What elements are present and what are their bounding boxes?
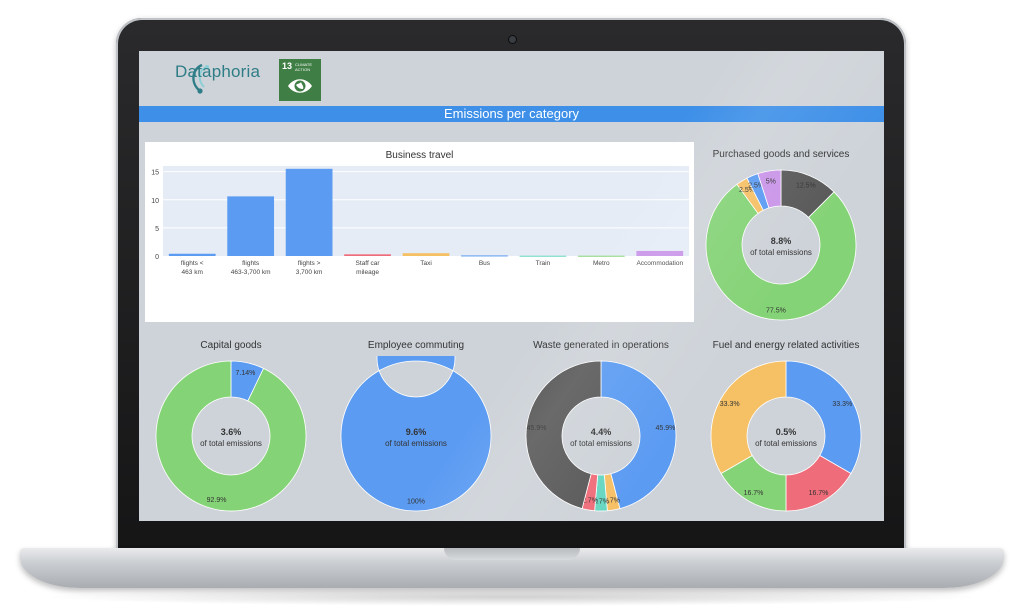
slice-label: 33.3% xyxy=(832,401,852,408)
sdg-13-badge: 13 CLIMATE ACTION xyxy=(279,59,321,101)
donut-slice xyxy=(757,169,782,209)
bar xyxy=(168,253,216,256)
donut-slice xyxy=(710,360,787,475)
slice-label: 45.9% xyxy=(656,425,676,432)
chart-title: Fuel and energy related activities xyxy=(712,340,860,351)
slice-label: 16.7% xyxy=(744,490,764,497)
slice-label: 45.9% xyxy=(527,425,547,432)
donut-slice xyxy=(600,360,677,510)
x-tick-label: Train xyxy=(536,260,551,267)
slice-label: 16.7% xyxy=(809,490,829,497)
bar xyxy=(227,196,275,256)
slice-label: 77.5% xyxy=(766,307,786,314)
y-tick-label: 10 xyxy=(151,198,159,205)
center-value: 8.8% xyxy=(771,236,792,246)
y-tick-label: 5 xyxy=(155,226,159,233)
sdg-number: 13 xyxy=(282,61,293,71)
x-tick-label: flights > xyxy=(298,260,321,267)
slice-label: 2.7% xyxy=(593,499,609,506)
x-tick-label: Accommodation xyxy=(636,260,683,267)
donut-chart: 33.3% 16.7% 16.7% 33.3% 0.5% of total emissio… xyxy=(710,360,862,512)
camera-icon xyxy=(509,36,516,43)
donut-chart: 45.9%2.7%2.7%2.7%45.9% 4.4%of total emiss… xyxy=(525,360,677,512)
center-value: 4.4% xyxy=(591,427,612,437)
bar xyxy=(636,250,684,256)
purchased-goods-donut: Purchased goods and services 12.5% 77.5% 2… xyxy=(701,149,861,329)
bar xyxy=(344,254,391,256)
donut-slice xyxy=(785,360,862,475)
donut-chart: 100% 9.6% of total emissions xyxy=(340,356,492,512)
slice-label: 2.5% xyxy=(748,182,764,189)
x-tick-label: Bus xyxy=(479,260,491,267)
x-tick-label: flights < xyxy=(181,260,204,267)
section-banner: Emissions per category xyxy=(139,106,884,122)
donut-chart: 12.5%77.5%2.5%2.5%5%8.8%of total emissio… xyxy=(705,169,857,321)
sdg-label: CLIMATE ACTION xyxy=(295,62,313,72)
center-label: of total emissions xyxy=(570,439,632,448)
dashboard-screen: Dataphoria 13 CLIMATE ACTION Emissions p… xyxy=(139,51,884,521)
bar xyxy=(402,253,450,256)
y-tick-label: 0 xyxy=(155,254,159,261)
dataphoria-logo-icon xyxy=(192,63,209,94)
donut-slice xyxy=(705,183,857,321)
x-tick-label: Staff car xyxy=(356,260,381,267)
center-label: of total emissions xyxy=(200,439,262,448)
x-tick-label: 3,700 km xyxy=(296,269,323,276)
bar xyxy=(285,168,333,256)
center-label: of total emissions xyxy=(750,248,812,257)
x-tick-label: mileage xyxy=(356,269,379,276)
bar xyxy=(461,255,508,257)
slice-label: 92.9% xyxy=(207,497,227,504)
center-label: of total emissions xyxy=(385,439,447,448)
x-tick-label: 463-3,700 km xyxy=(231,269,271,276)
donut-chart: 7.14% 92.9% 3.6% of total emissions xyxy=(155,360,307,512)
slice-label: 12.5% xyxy=(796,182,816,189)
x-tick-label: 463 km xyxy=(182,269,203,276)
laptop-notch xyxy=(444,548,580,560)
slice-label: 5% xyxy=(766,178,776,185)
chart-title: Waste generated in operations xyxy=(533,340,669,351)
x-tick-label: Metro xyxy=(593,260,610,267)
donut-slice xyxy=(525,360,602,510)
business-travel-bar-chart: 0 5 10 15 flights < 463 km flights 463-3,700 km… xyxy=(151,166,689,276)
center-value: 9.6% xyxy=(406,427,427,437)
slice-label: 7.14% xyxy=(236,370,256,377)
center-label: of total emissions xyxy=(755,439,817,448)
brand-name: Dataphoria xyxy=(175,62,261,81)
bar xyxy=(519,255,567,257)
donut-slice xyxy=(340,356,492,512)
capital-goods-donut: Capital goods 7.14% 92.9% 3.6% of total emi… xyxy=(151,340,311,520)
x-tick-label: flights xyxy=(242,260,260,267)
chart-title: Purchased goods and services xyxy=(712,149,850,160)
chart-title: Capital goods xyxy=(200,340,262,351)
center-value: 3.6% xyxy=(221,427,242,437)
slice-label: 33.3% xyxy=(720,401,740,408)
center-value: 0.5% xyxy=(776,427,797,437)
slice-label: 100% xyxy=(407,499,425,506)
header: Dataphoria 13 CLIMATE ACTION xyxy=(139,51,884,103)
employee-commuting-donut: Employee commuting 100% 9.6% of total emis… xyxy=(336,340,496,520)
bar xyxy=(577,255,625,257)
slice-label: 2.7% xyxy=(582,498,598,505)
slice-label: 2.7% xyxy=(604,498,620,505)
chart-title: Employee commuting xyxy=(367,340,465,351)
business-travel-panel: Business travel 0 5 10 15 flights < 463 km fli… xyxy=(145,142,694,322)
fuel-energy-donut: Fuel and energy related activities 33.3%… xyxy=(706,340,866,520)
y-tick-label: 15 xyxy=(151,170,159,177)
climate-eye-icon xyxy=(288,79,312,93)
laptop-shadow xyxy=(40,588,984,606)
chart-title: Business travel xyxy=(385,150,454,161)
waste-donut: Waste generated in operations 45.9% 2.7% 2… xyxy=(521,340,681,520)
donut-slice xyxy=(155,360,307,512)
x-tick-label: Taxi xyxy=(420,260,432,267)
slice-label: 2.5% xyxy=(739,187,755,194)
